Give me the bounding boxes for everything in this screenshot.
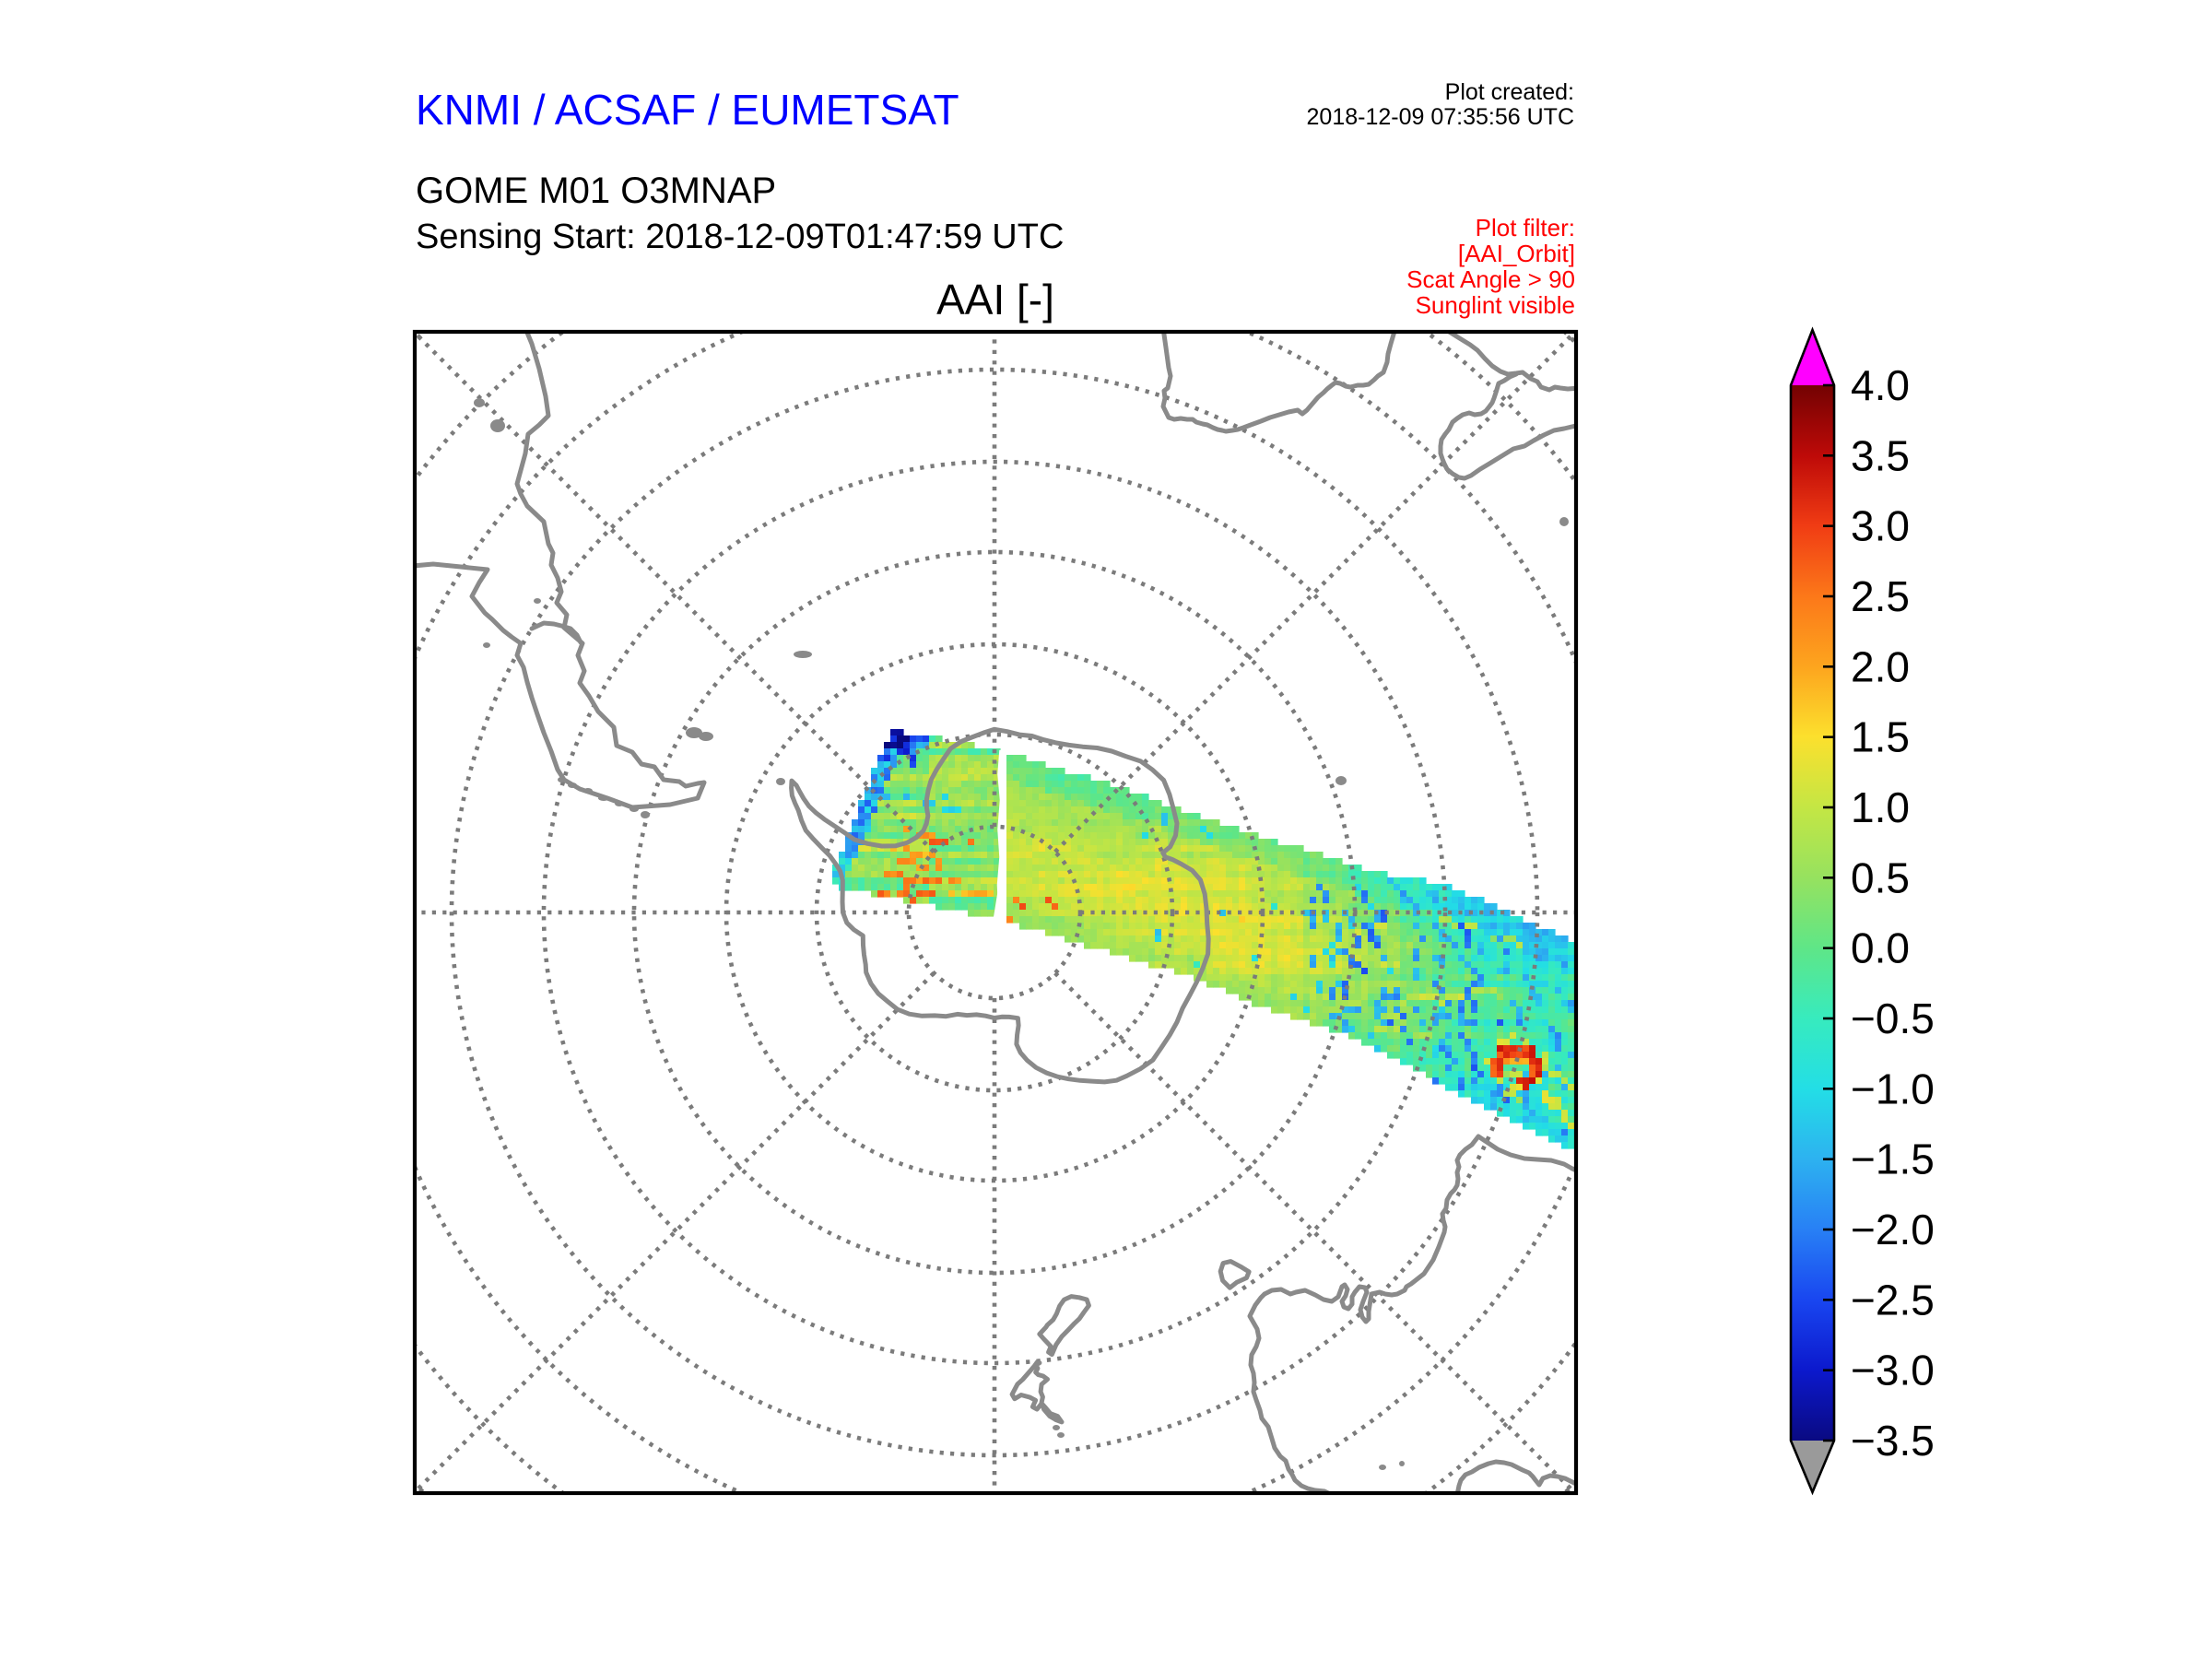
svg-text:−2.0: −2.0 [1851,1206,1935,1253]
svg-text:3.5: 3.5 [1851,431,1910,479]
svg-text:−1.5: −1.5 [1851,1135,1935,1183]
svg-text:2.5: 2.5 [1851,572,1910,620]
svg-text:1.5: 1.5 [1851,713,1910,761]
svg-text:−3.5: −3.5 [1851,1417,1935,1465]
svg-text:−3.0: −3.0 [1851,1347,1935,1394]
svg-text:0.0: 0.0 [1851,924,1910,972]
svg-text:1.0: 1.0 [1851,783,1910,831]
svg-text:4.0: 4.0 [1851,361,1910,409]
svg-text:−0.5: −0.5 [1851,994,1935,1042]
svg-text:−1.0: −1.0 [1851,1065,1935,1112]
svg-text:3.0: 3.0 [1851,502,1910,550]
svg-text:2.0: 2.0 [1851,642,1910,690]
svg-text:0.5: 0.5 [1851,853,1910,901]
svg-text:−2.5: −2.5 [1851,1276,1935,1324]
